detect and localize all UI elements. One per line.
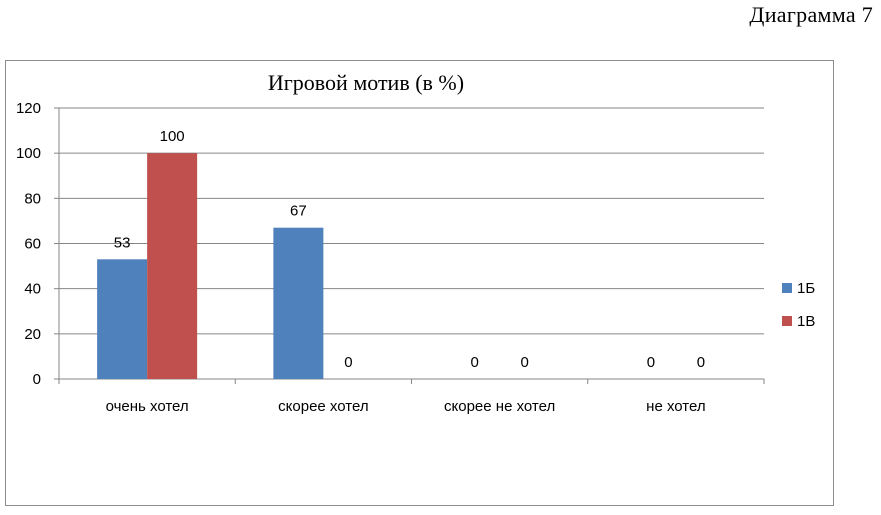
bar-series2 — [147, 153, 198, 379]
y-tick-label: 120 — [16, 100, 41, 117]
y-tick-label: 60 — [24, 236, 41, 253]
data-label: 0 — [520, 354, 528, 371]
y-tick-label: 80 — [24, 190, 41, 207]
y-tick-label: 100 — [16, 145, 41, 162]
legend: 1Б 1В — [782, 280, 815, 330]
data-label: 0 — [647, 354, 655, 371]
x-tick-label: скорее не хотел — [444, 398, 555, 415]
bar-series1 — [273, 227, 324, 379]
legend-swatch — [782, 283, 792, 293]
data-label: 0 — [470, 354, 478, 371]
x-tick-label: скорее хотел — [278, 398, 368, 415]
data-label: 67 — [290, 203, 307, 220]
data-label: 0 — [697, 354, 705, 371]
y-tick-label: 40 — [24, 281, 41, 298]
y-tick-label: 0 — [33, 371, 41, 388]
legend-label: 1В — [797, 313, 815, 330]
chart-title: Игровой мотив (в %) — [268, 70, 464, 95]
y-tick-label: 20 — [24, 326, 41, 343]
x-tick-label: не хотел — [646, 398, 705, 415]
axes: 0 20 40 60 80 100 120 очень хотел скорее хотел ск… — [16, 100, 765, 415]
data-label: 100 — [160, 128, 185, 145]
legend-swatch — [782, 316, 792, 326]
bars — [97, 153, 324, 379]
diagram-number-label: Диаграмма 7 — [749, 2, 873, 27]
data-label: 0 — [344, 354, 352, 371]
data-labels: 53 100 67 0 0 0 0 0 — [114, 128, 705, 371]
x-tick-label: очень хотел — [106, 398, 189, 415]
data-label: 53 — [114, 234, 131, 251]
legend-label: 1Б — [797, 280, 815, 297]
bar-series1 — [97, 259, 148, 379]
